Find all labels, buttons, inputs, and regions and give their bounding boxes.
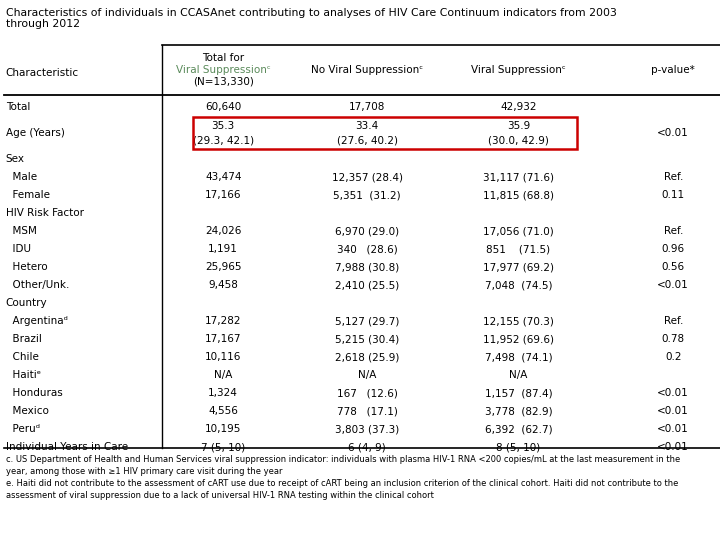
Text: 7 (5, 10): 7 (5, 10) — [201, 442, 246, 452]
Text: Viral Suppressionᶜ: Viral Suppressionᶜ — [471, 65, 566, 75]
Text: <0.01: <0.01 — [657, 424, 689, 434]
Text: Characteristic: Characteristic — [6, 68, 79, 78]
Text: Ref.: Ref. — [664, 226, 683, 236]
Text: 17,708: 17,708 — [349, 102, 385, 112]
Text: 31,117 (71.6): 31,117 (71.6) — [483, 172, 554, 182]
Text: 35.3: 35.3 — [212, 120, 235, 131]
Text: 43,474: 43,474 — [205, 172, 241, 182]
Text: 0.56: 0.56 — [662, 262, 685, 272]
Text: (29.3, 42.1): (29.3, 42.1) — [193, 136, 253, 145]
Text: Age (Years): Age (Years) — [6, 128, 65, 138]
Text: 25,965: 25,965 — [205, 262, 241, 272]
Text: Ref.: Ref. — [664, 316, 683, 326]
Text: Ref.: Ref. — [664, 172, 683, 182]
Text: 1,157  (87.4): 1,157 (87.4) — [485, 388, 552, 398]
Text: N/A: N/A — [214, 370, 233, 380]
Text: Honduras: Honduras — [6, 388, 63, 398]
Text: 9,458: 9,458 — [208, 280, 238, 290]
Text: through 2012: through 2012 — [6, 19, 80, 29]
Text: 3,778  (82.9): 3,778 (82.9) — [485, 406, 552, 416]
Text: 5,215 (30.4): 5,215 (30.4) — [335, 334, 400, 344]
Text: e. Haiti did not contribute to the assessment of cART use due to receipt of cART: e. Haiti did not contribute to the asses… — [6, 479, 678, 488]
Text: N/A: N/A — [358, 370, 377, 380]
Text: No Viral Suppressionᶜ: No Viral Suppressionᶜ — [311, 65, 423, 75]
Text: 0.78: 0.78 — [662, 334, 685, 344]
Text: Argentinaᵈ: Argentinaᵈ — [6, 316, 68, 326]
Text: 10,195: 10,195 — [205, 424, 241, 434]
Text: 0.11: 0.11 — [662, 190, 685, 200]
Text: Total for: Total for — [202, 53, 244, 63]
Text: IDU: IDU — [6, 244, 31, 254]
Text: 6,392  (62.7): 6,392 (62.7) — [485, 424, 552, 434]
Text: <0.01: <0.01 — [657, 280, 689, 290]
Text: 1,324: 1,324 — [208, 388, 238, 398]
Text: 2,618 (25.9): 2,618 (25.9) — [335, 352, 400, 362]
Text: Other/Unk.: Other/Unk. — [6, 280, 69, 290]
Text: 167   (12.6): 167 (12.6) — [337, 388, 397, 398]
Text: 12,357 (28.4): 12,357 (28.4) — [332, 172, 402, 182]
Text: 7,498  (74.1): 7,498 (74.1) — [485, 352, 552, 362]
Text: 0.2: 0.2 — [665, 352, 681, 362]
Text: 10,116: 10,116 — [205, 352, 241, 362]
Text: 6,970 (29.0): 6,970 (29.0) — [335, 226, 400, 236]
Text: N/A: N/A — [509, 370, 528, 380]
Text: 17,282: 17,282 — [205, 316, 241, 326]
Text: MSM: MSM — [6, 226, 37, 236]
Text: (N=13,330): (N=13,330) — [193, 77, 253, 87]
Text: Male: Male — [6, 172, 37, 182]
Text: Peruᵈ: Peruᵈ — [6, 424, 40, 434]
Text: 8 (5, 10): 8 (5, 10) — [496, 442, 541, 452]
Bar — [193, 117, 577, 149]
Text: 17,167: 17,167 — [205, 334, 241, 344]
Text: HIV Risk Factor: HIV Risk Factor — [6, 208, 84, 218]
Text: 0.96: 0.96 — [662, 244, 685, 254]
Text: 24,026: 24,026 — [205, 226, 241, 236]
Text: 5,127 (29.7): 5,127 (29.7) — [335, 316, 400, 326]
Text: 7,048  (74.5): 7,048 (74.5) — [485, 280, 552, 290]
Text: 1,191: 1,191 — [208, 244, 238, 254]
Text: 5,351  (31.2): 5,351 (31.2) — [333, 190, 401, 200]
Text: Chile: Chile — [6, 352, 39, 362]
Text: 12,155 (70.3): 12,155 (70.3) — [483, 316, 554, 326]
Text: 42,932: 42,932 — [500, 102, 536, 112]
Text: 778   (17.1): 778 (17.1) — [337, 406, 397, 416]
Text: assessment of viral suppression due to a lack of universal HIV-1 RNA testing wit: assessment of viral suppression due to a… — [6, 491, 433, 500]
Text: (30.0, 42.9): (30.0, 42.9) — [488, 136, 549, 145]
Text: Country: Country — [6, 298, 48, 308]
Text: Mexico: Mexico — [6, 406, 49, 416]
Text: Total: Total — [6, 102, 30, 112]
Text: <0.01: <0.01 — [657, 388, 689, 398]
Text: c. US Department of Health and Human Services viral suppression indicator: indiv: c. US Department of Health and Human Ser… — [6, 455, 680, 464]
Text: <0.01: <0.01 — [657, 442, 689, 452]
Text: 2,410 (25.5): 2,410 (25.5) — [335, 280, 400, 290]
Text: 4,556: 4,556 — [208, 406, 238, 416]
Text: 35.9: 35.9 — [507, 120, 530, 131]
Text: 17,977 (69.2): 17,977 (69.2) — [483, 262, 554, 272]
Text: 340   (28.6): 340 (28.6) — [337, 244, 397, 254]
Text: 3,803 (37.3): 3,803 (37.3) — [335, 424, 400, 434]
Text: Hetero: Hetero — [6, 262, 48, 272]
Text: p-value*: p-value* — [652, 65, 695, 75]
Text: 17,166: 17,166 — [205, 190, 241, 200]
Text: 11,952 (69.6): 11,952 (69.6) — [483, 334, 554, 344]
Text: 851    (71.5): 851 (71.5) — [486, 244, 551, 254]
Text: Viral Suppressionᶜ: Viral Suppressionᶜ — [176, 65, 271, 75]
Text: <0.01: <0.01 — [657, 406, 689, 416]
Text: (27.6, 40.2): (27.6, 40.2) — [337, 136, 397, 145]
Text: 33.4: 33.4 — [356, 120, 379, 131]
Text: 60,640: 60,640 — [205, 102, 241, 112]
Text: Sex: Sex — [6, 154, 24, 164]
Text: Brazil: Brazil — [6, 334, 42, 344]
Text: Individual Years in Care: Individual Years in Care — [6, 442, 128, 452]
Text: 6 (4, 9): 6 (4, 9) — [348, 442, 386, 452]
Text: year, among those with ≥1 HIV primary care visit during the year: year, among those with ≥1 HIV primary ca… — [6, 467, 282, 476]
Text: 7,988 (30.8): 7,988 (30.8) — [335, 262, 400, 272]
Text: Female: Female — [6, 190, 50, 200]
Text: Characteristics of individuals in CCASAnet contributing to analyses of HIV Care : Characteristics of individuals in CCASAn… — [6, 8, 616, 18]
Text: Haitiᵉ: Haitiᵉ — [6, 370, 41, 380]
Text: <0.01: <0.01 — [657, 128, 689, 138]
Text: 11,815 (68.8): 11,815 (68.8) — [483, 190, 554, 200]
Text: 17,056 (71.0): 17,056 (71.0) — [483, 226, 554, 236]
